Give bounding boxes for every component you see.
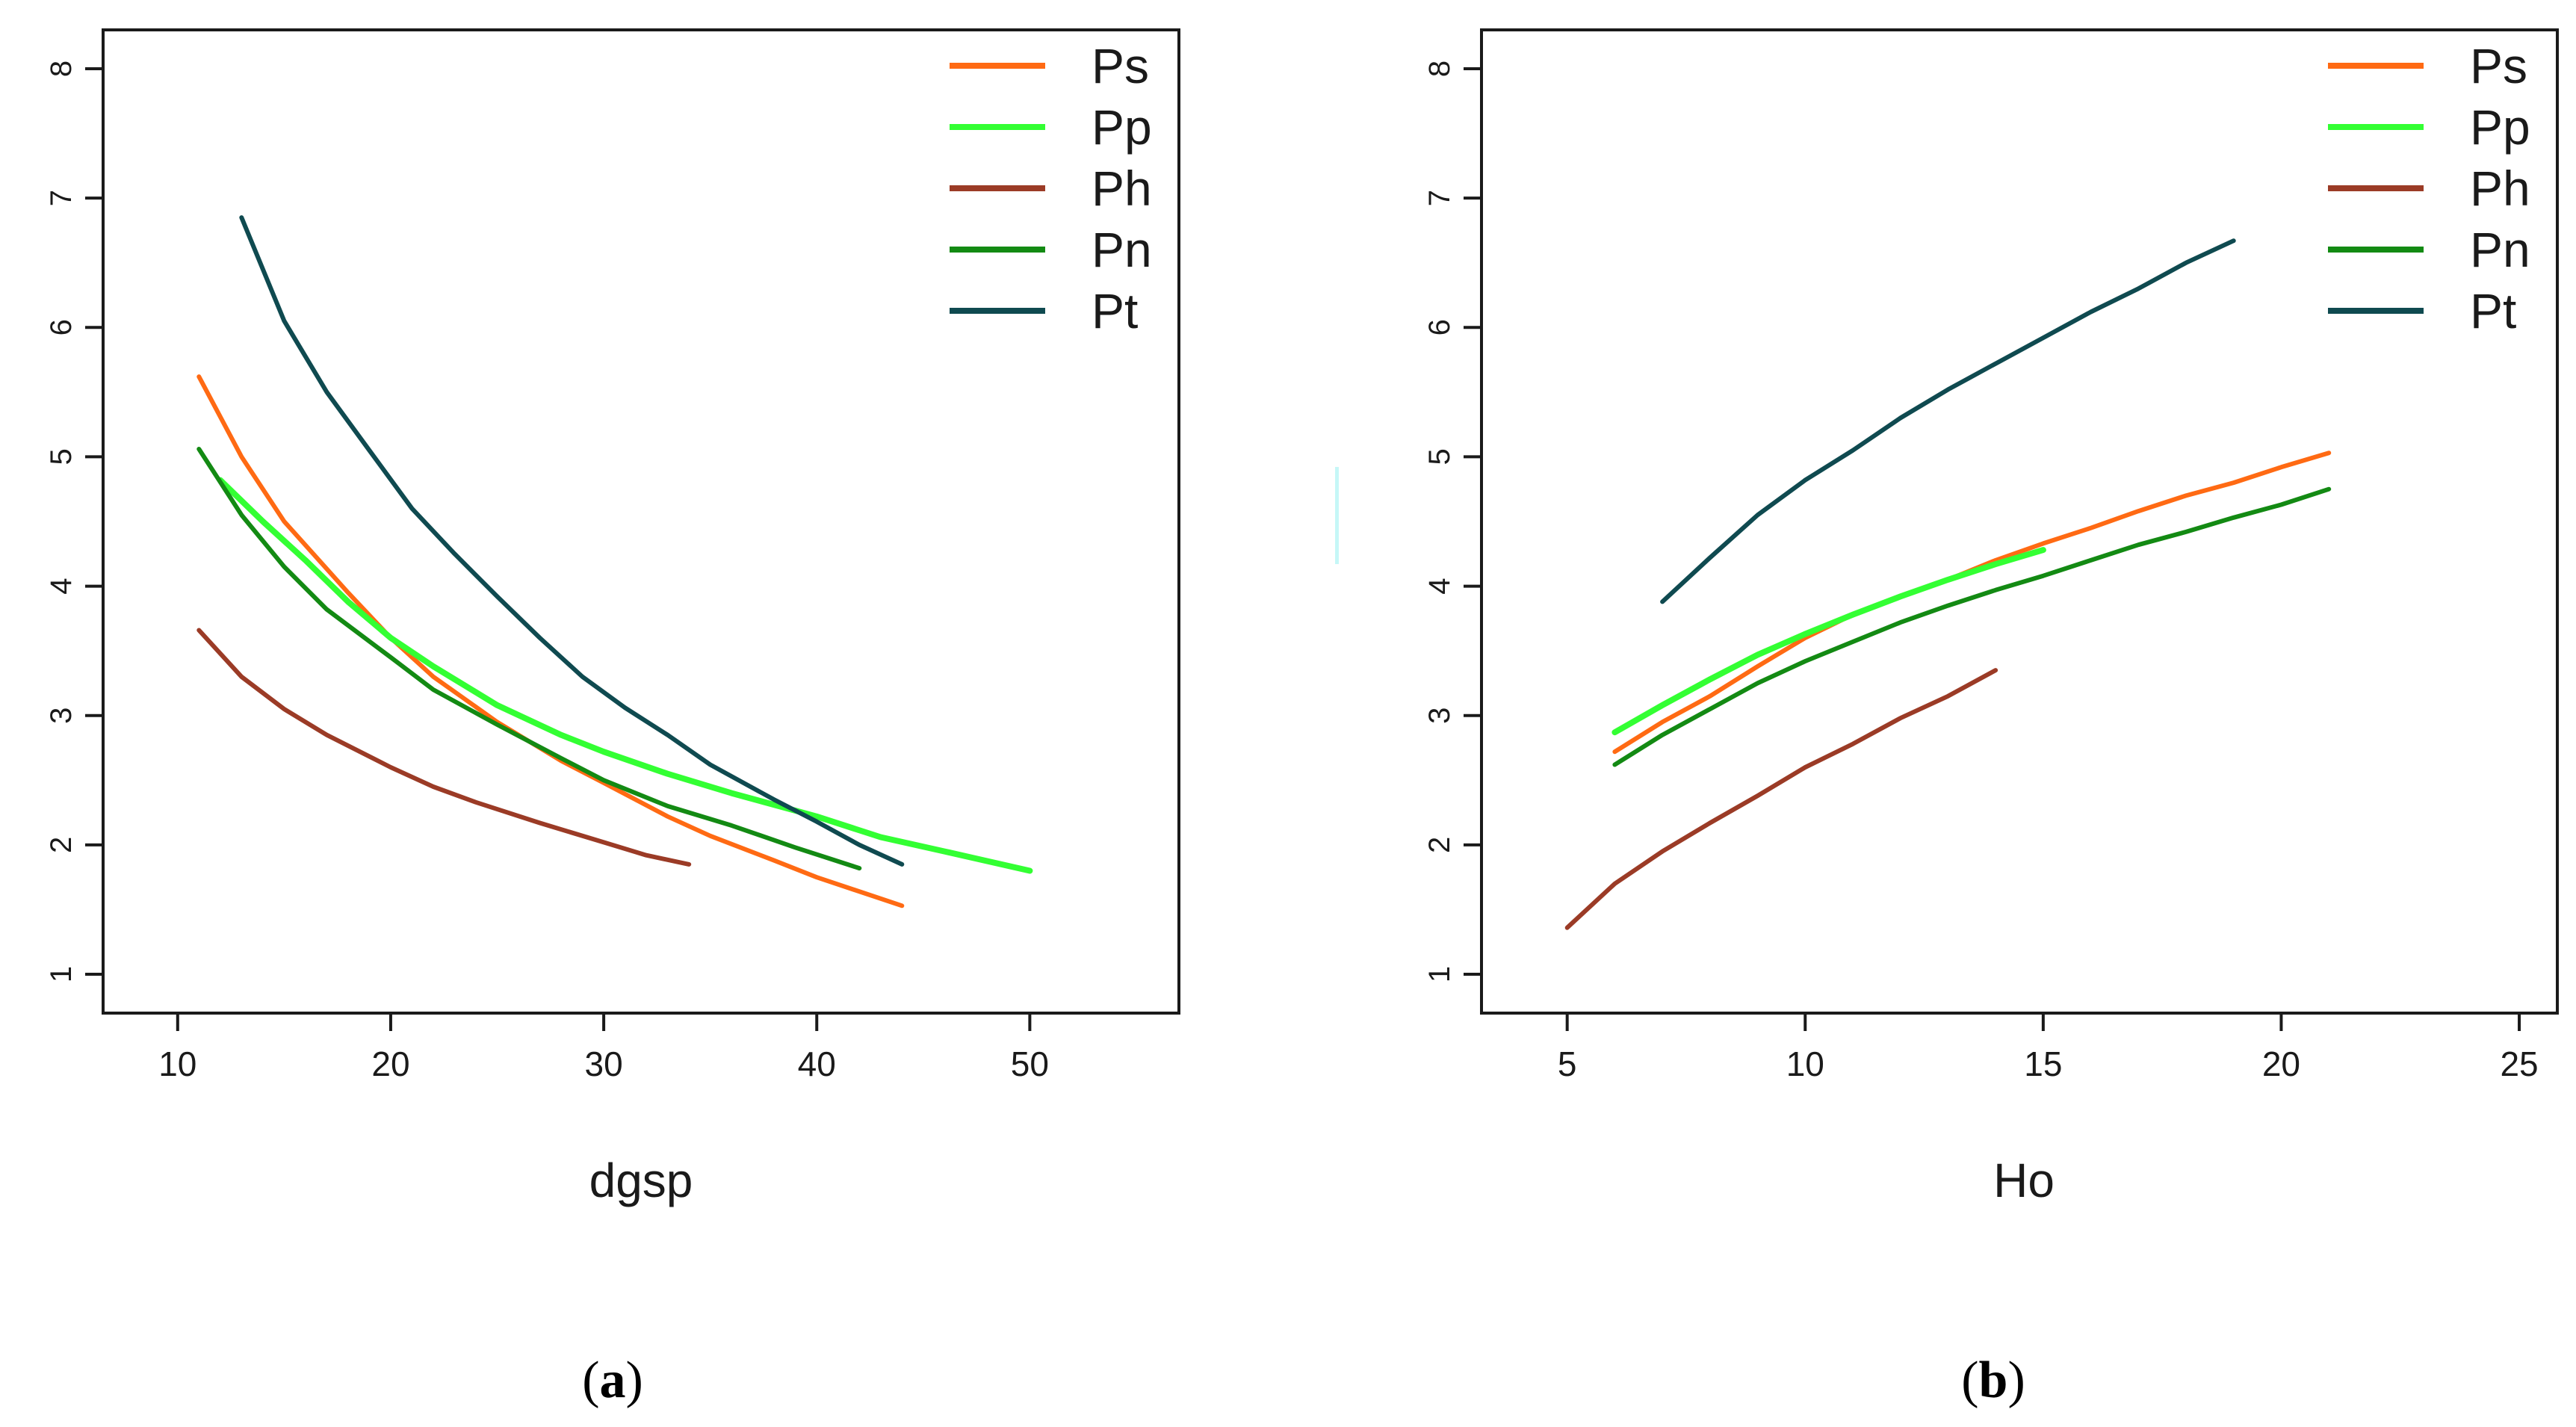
y-tick-label: 8	[45, 61, 78, 77]
series-group-a	[196, 215, 1033, 908]
x-tick-label: 10	[1786, 1044, 1824, 1083]
x-axis-label-b: Ho	[1993, 1154, 2055, 1207]
legend-label-ph: Ph	[2470, 161, 2530, 216]
caption-a: (a)	[582, 1352, 643, 1409]
legend-b: Ps Pp Ph Pn Pt	[2328, 38, 2530, 338]
y-tick-label: 5	[1423, 448, 1456, 465]
y-tick-label: 3	[45, 708, 78, 724]
y-tick-label: 5	[45, 448, 78, 465]
series-line-pp-b	[1611, 547, 2046, 736]
series-line-pn-b	[1612, 486, 2332, 767]
x-tick-label: 15	[2024, 1044, 2062, 1083]
y-tick-label: 1	[1423, 966, 1456, 982]
y-tick-label: 2	[45, 837, 78, 853]
series-group-b	[1564, 238, 2332, 930]
x-tick-label: 50	[1011, 1044, 1049, 1083]
legend-label-pt: Pt	[1092, 283, 1138, 338]
series-line-pt-b	[1660, 238, 2236, 604]
series-line-ph-a	[196, 628, 692, 867]
faint-artifact	[1335, 467, 1339, 564]
legend-label-pp: Pp	[2470, 99, 2530, 155]
series-line-pp-a	[217, 477, 1033, 874]
y-axis-a: 1 2 3 4 5 6 7 8	[45, 61, 103, 982]
x-tick-label: 40	[798, 1044, 836, 1083]
y-tick-label: 6	[45, 319, 78, 335]
y-tick-label: 8	[1423, 61, 1456, 77]
x-tick-label: 25	[2500, 1044, 2538, 1083]
plot-frame-a	[102, 28, 1180, 1015]
legend-label-pp: Pp	[1092, 99, 1152, 155]
caption-b: (b)	[1961, 1352, 2025, 1409]
y-tick-label: 7	[1423, 190, 1456, 206]
chart-panel-a: 10 20 30 40 50 1 2 3 4 5 6 7 8 Ps Pp Ph Pn Pt dgsp	[45, 28, 1180, 1207]
legend-label-ps: Ps	[1092, 38, 1149, 93]
x-tick-label: 10	[158, 1044, 196, 1083]
legend-label-ps: Ps	[2470, 38, 2527, 93]
x-tick-label: 20	[371, 1044, 409, 1083]
legend-label-pn: Pn	[1092, 222, 1152, 277]
series-line-pt-a	[239, 215, 905, 867]
y-tick-label: 7	[45, 190, 78, 206]
y-tick-label: 4	[1423, 578, 1456, 594]
caption-b-letter: b	[1979, 1352, 2008, 1409]
legend-label-ph: Ph	[1092, 161, 1152, 216]
x-axis-label-a: dgsp	[589, 1154, 693, 1207]
plot-frame-b	[1480, 28, 2559, 1015]
series-line-pn-a	[196, 447, 862, 871]
y-tick-label: 2	[1423, 837, 1456, 853]
legend-label-pt: Pt	[2470, 283, 2516, 338]
svg-text:(a): (a)	[582, 1352, 643, 1409]
y-tick-label: 6	[1423, 319, 1456, 335]
legend-a: Ps Pp Ph Pn Pt	[950, 38, 1152, 338]
caption-a-letter: a	[600, 1352, 626, 1409]
x-axis-b: 5 10 15 20 25	[1558, 1013, 2539, 1083]
x-tick-label: 30	[585, 1044, 623, 1083]
svg-text:(b): (b)	[1961, 1352, 2025, 1409]
y-tick-label: 1	[45, 966, 78, 982]
y-tick-label: 4	[45, 578, 78, 594]
x-axis-a: 10 20 30 40 50	[158, 1013, 1049, 1083]
series-line-ps-b	[1612, 451, 2332, 755]
chart-panel-b: 5 10 15 20 25 1 2 3 4 5 6 7 8 Ps Pp Ph Pn Pt Ho	[1423, 28, 2559, 1207]
x-tick-label: 20	[2262, 1044, 2300, 1083]
y-tick-label: 3	[1423, 708, 1456, 724]
series-line-ph-b	[1564, 668, 1998, 930]
legend-label-pn: Pn	[2470, 222, 2530, 277]
y-axis-b: 1 2 3 4 5 6 7 8	[1423, 61, 1481, 982]
x-tick-label: 5	[1558, 1044, 1577, 1083]
